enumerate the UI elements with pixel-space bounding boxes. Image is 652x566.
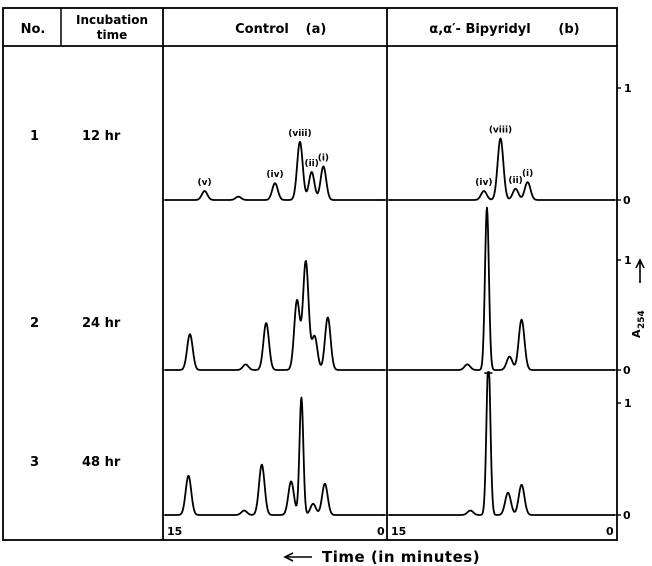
bipy-x-end: 0 [606, 525, 614, 538]
tick-label-1: 1 [624, 82, 632, 95]
trace-row3-bipyridyl [388, 371, 616, 516]
header-incubation-line1: Incubation [76, 13, 148, 27]
chromatogram-traces: (v)(iv)(viii)(ii)(i)(iv)(viii)(ii)(i) [163, 125, 617, 516]
tick-label-1: 1 [624, 254, 632, 267]
trace-row2-control [164, 260, 386, 371]
trace-row2-bipyridyl [388, 206, 616, 371]
peak-label: (iv) [266, 170, 283, 180]
y-axis-label-main: A [630, 329, 643, 338]
row-2-time: 24 hr [82, 316, 121, 331]
trace-row1-control [164, 140, 386, 201]
peak-label: (viii) [489, 125, 512, 135]
x-axis-arrow-head [283, 552, 294, 562]
peak-label: (viii) [288, 129, 311, 139]
y-axis-label: A 254 [630, 310, 647, 338]
bipy-x-start: 15 [391, 525, 406, 538]
header-no: No. [21, 22, 46, 37]
header-control: Control [235, 22, 289, 37]
trace-row3-control [164, 396, 386, 516]
header-bipyridyl-tag: (b) [558, 22, 579, 37]
tick-label-1: 1 [624, 397, 632, 410]
x-axis-caption: Time (in minutes) [283, 548, 480, 566]
x-axis-caption-text: Time (in minutes) [322, 548, 480, 566]
y-axis-label-sub: 254 [637, 310, 647, 329]
table-frame [2, 7, 618, 541]
header-control-tag: (a) [306, 22, 327, 37]
row-3-time: 48 hr [82, 455, 121, 470]
tick-label-0: 0 [623, 364, 631, 377]
peak-label: (ii) [304, 159, 318, 169]
row-3-number: 3 [30, 455, 39, 470]
peak-label: (i) [318, 153, 329, 163]
tick-label-0: 0 [623, 509, 631, 522]
peak-label: (i) [522, 169, 533, 179]
header-bipyridyl: α,α′- Bipyridyl [429, 22, 530, 37]
row-2-number: 2 [30, 316, 39, 331]
trace-row1-bipyridyl [388, 137, 616, 201]
right-axis: 1 0 1 0 1 0 A 254 [617, 82, 647, 522]
control-x-end: 0 [377, 525, 385, 538]
y-axis-arrow-head [635, 258, 645, 269]
row-1-number: 1 [30, 129, 39, 144]
peak-label: (v) [198, 178, 212, 188]
header-incubation-line2: time [97, 28, 128, 42]
peak-label: (iv) [475, 178, 492, 188]
control-x-start: 15 [167, 525, 182, 538]
row-1-time: 12 hr [82, 129, 121, 144]
peak-label: (ii) [508, 176, 522, 186]
tick-label-0: 0 [623, 194, 631, 207]
